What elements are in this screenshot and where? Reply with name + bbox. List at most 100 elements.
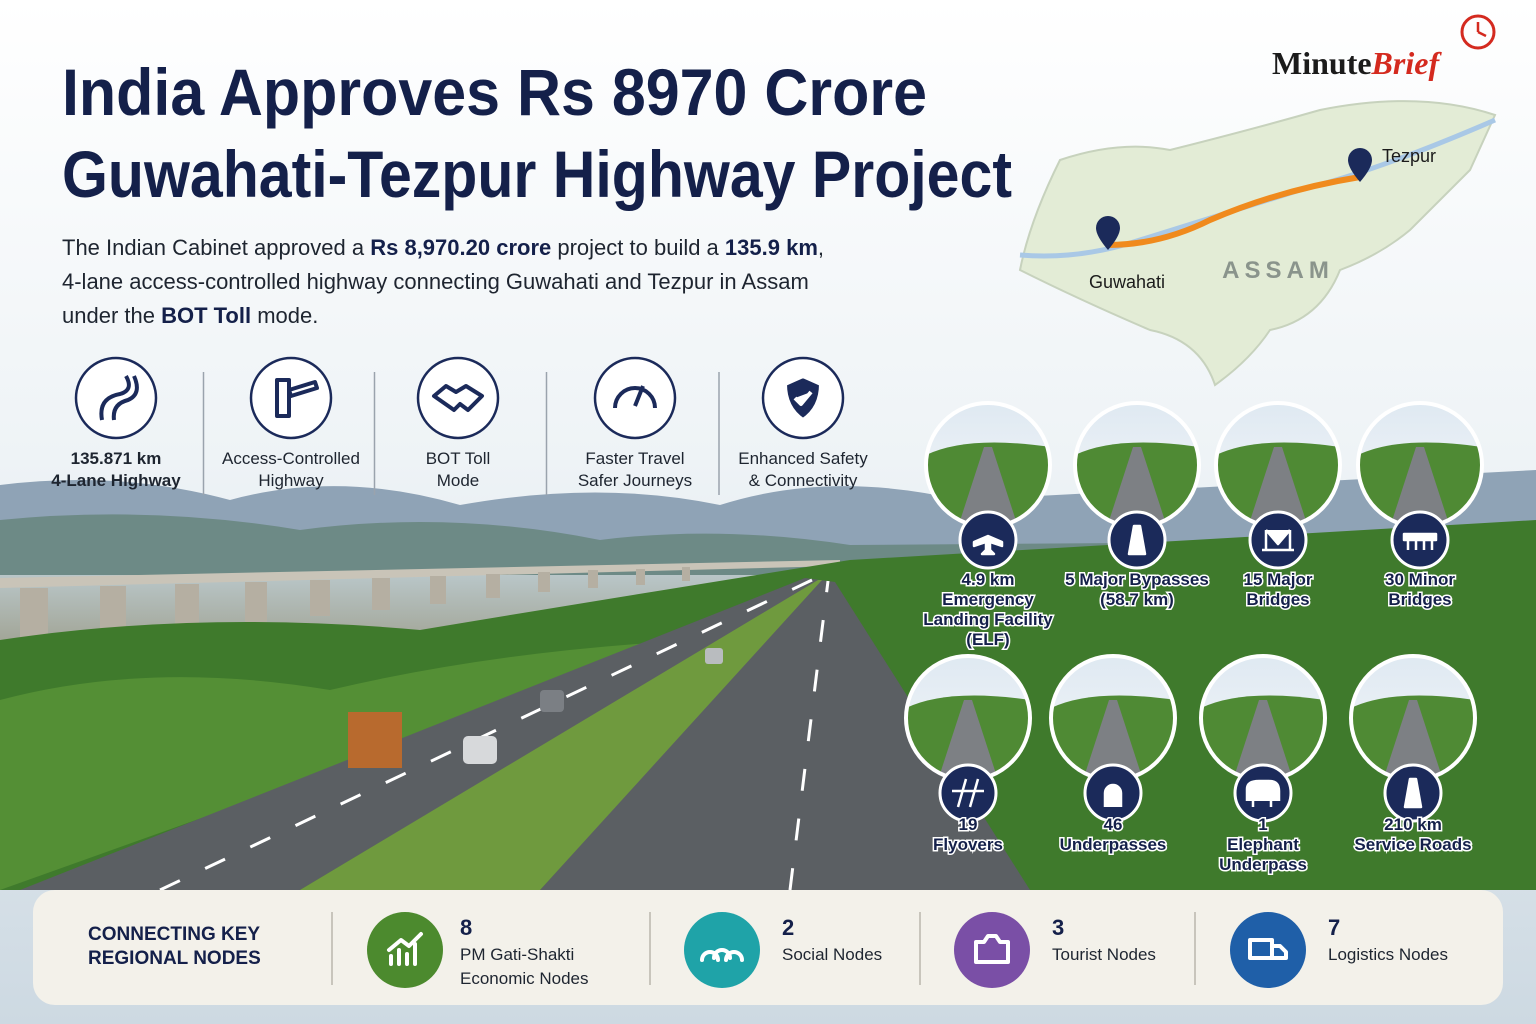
- stat-label: 19: [959, 815, 978, 834]
- photo-road: [1107, 447, 1167, 527]
- stat-label: 30 Minor: [1385, 570, 1455, 589]
- feature-label: Safer Journeys: [578, 471, 692, 490]
- feature-label: Access-Controlled: [222, 449, 360, 468]
- road-median: [300, 580, 822, 890]
- nodes-heading: CONNECTING KEY: [88, 924, 260, 945]
- nodes-heading: REGIONAL NODES: [88, 948, 261, 969]
- stat-label: Underpasses: [1060, 835, 1167, 854]
- node-icon: [700, 948, 744, 962]
- stat-label: Elephant: [1227, 835, 1299, 854]
- lane-marking: [159, 578, 813, 892]
- map-city: Guwahati: [1089, 272, 1165, 292]
- map-pin: [1096, 216, 1120, 250]
- stat-label: Bridges: [1388, 590, 1451, 609]
- stat-photo: [1351, 656, 1475, 780]
- brand-part: Brief: [1371, 45, 1443, 81]
- brand: MinuteBrief: [1272, 45, 1442, 81]
- stat-photo: [906, 656, 1030, 780]
- node-label: Economic Nodes: [460, 969, 589, 988]
- feature-icon: [432, 384, 484, 412]
- bridge-deck: [0, 560, 840, 588]
- stat-icon-bg: [938, 763, 998, 823]
- feature-label: & Connectivity: [749, 471, 858, 490]
- node-label: PM Gati-Shakti: [460, 945, 574, 964]
- feature-icon-ring: [74, 356, 158, 440]
- node-label: Logistics Nodes: [1328, 945, 1448, 964]
- stat-label: Emergency: [942, 590, 1034, 609]
- map-route: [1107, 174, 1361, 248]
- feature-label: Faster Travel: [585, 449, 684, 468]
- photo-road: [1248, 447, 1308, 527]
- node-count: 7: [1328, 915, 1340, 940]
- stat-label: Bridges: [1246, 590, 1309, 609]
- photo-road: [938, 700, 998, 780]
- stat-icon: [952, 778, 984, 808]
- title-line: Guwahati-Tezpur Highway Project: [62, 137, 1012, 211]
- map-city: Tezpur: [1382, 146, 1436, 166]
- stat-label: 5 Major Bypasses: [1065, 570, 1209, 589]
- feature-icon: [613, 385, 657, 409]
- car: [463, 736, 497, 764]
- map-pin: [1348, 148, 1372, 182]
- nodes: CONNECTING KEY REGIONAL NODES 8 PM Gati-Sha…: [88, 912, 1448, 988]
- stat-photo: [926, 403, 1050, 527]
- stat-label: Landing Facility: [923, 610, 1053, 629]
- node-icon-bg: [1230, 912, 1306, 988]
- road-left: [20, 578, 820, 890]
- photo-road: [1390, 447, 1450, 527]
- feature-icon: [275, 378, 319, 418]
- node-icon: [974, 934, 1010, 964]
- stat-icon: [1403, 777, 1423, 809]
- lane-marking: [788, 580, 830, 891]
- photo-road: [958, 447, 1018, 527]
- truck: [348, 712, 402, 768]
- car: [540, 690, 564, 712]
- feature-icon: [99, 375, 139, 421]
- stat-label: Underpass: [1219, 855, 1307, 874]
- stat-label: 46: [1104, 815, 1123, 834]
- stat-label: (ELF): [966, 630, 1009, 649]
- stat-photo: [1201, 656, 1325, 780]
- title-line: India Approves Rs 8970 Crore: [62, 55, 927, 129]
- node-count: 8: [460, 915, 472, 940]
- feature-label: Enhanced Safety: [738, 449, 868, 468]
- intro-line: The Indian Cabinet approved a Rs 8,970.2…: [62, 235, 824, 260]
- stat-label: 1: [1258, 815, 1267, 834]
- node-icon-bg: [367, 912, 443, 988]
- feature-icon: [783, 374, 823, 422]
- photo-road: [1383, 700, 1443, 780]
- intro-text: 4-lane access-controlled highway connect…: [62, 269, 809, 294]
- stat-icon: [1103, 783, 1123, 807]
- brand-clock: [1460, 14, 1496, 50]
- feature-label: 135.871 km: [71, 449, 162, 468]
- stat-icon: [972, 534, 1004, 556]
- intro-text: under the: [62, 303, 161, 328]
- feature-icon-ring: [761, 356, 845, 440]
- intro-text: project to build a: [551, 235, 725, 260]
- map-region: ASSAM: [1222, 257, 1334, 284]
- stat-label: Flyovers: [933, 835, 1003, 854]
- intro: The Indian Cabinet approved a Rs 8,970.2…: [62, 235, 824, 328]
- intro-text: ,: [818, 235, 824, 260]
- intro-highlight: Rs 8,970.20 crore: [370, 235, 551, 260]
- feature-label: BOT Toll: [426, 449, 491, 468]
- feature-label: Mode: [437, 471, 480, 490]
- intro-line: under the BOT Toll mode.: [62, 303, 318, 328]
- photo-road: [1083, 700, 1143, 780]
- intro-text: mode.: [251, 303, 318, 328]
- intro-line: 4-lane access-controlled highway connect…: [62, 269, 809, 294]
- stat-photo: [1358, 403, 1482, 527]
- node-icon: [1248, 938, 1288, 960]
- feature-label: Highway: [258, 471, 324, 490]
- feature-icon-ring: [416, 356, 500, 440]
- node-count: 2: [782, 915, 794, 940]
- intro-highlight: BOT Toll: [161, 303, 251, 328]
- stat-photo: [1051, 656, 1175, 780]
- assam-map: [1018, 100, 1497, 387]
- stat-icon: [1127, 524, 1147, 556]
- brand-part: Minute: [1272, 45, 1372, 81]
- stat-photo: [1216, 403, 1340, 527]
